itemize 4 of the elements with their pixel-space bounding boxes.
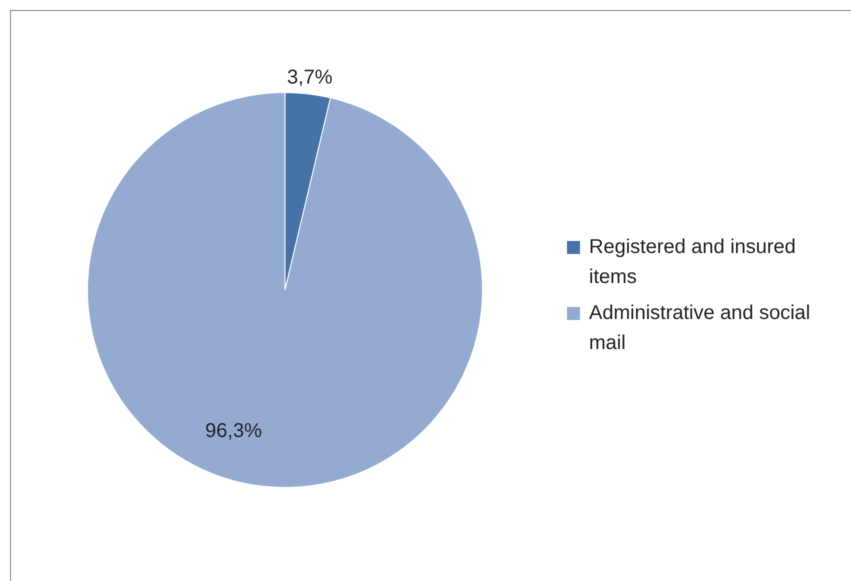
data-label: 3,7%: [286, 66, 333, 88]
data-label: 96,3%: [205, 420, 262, 442]
legend-label: Administrative and social mail: [589, 301, 812, 356]
legend-label: Registered and insured items: [589, 235, 797, 290]
